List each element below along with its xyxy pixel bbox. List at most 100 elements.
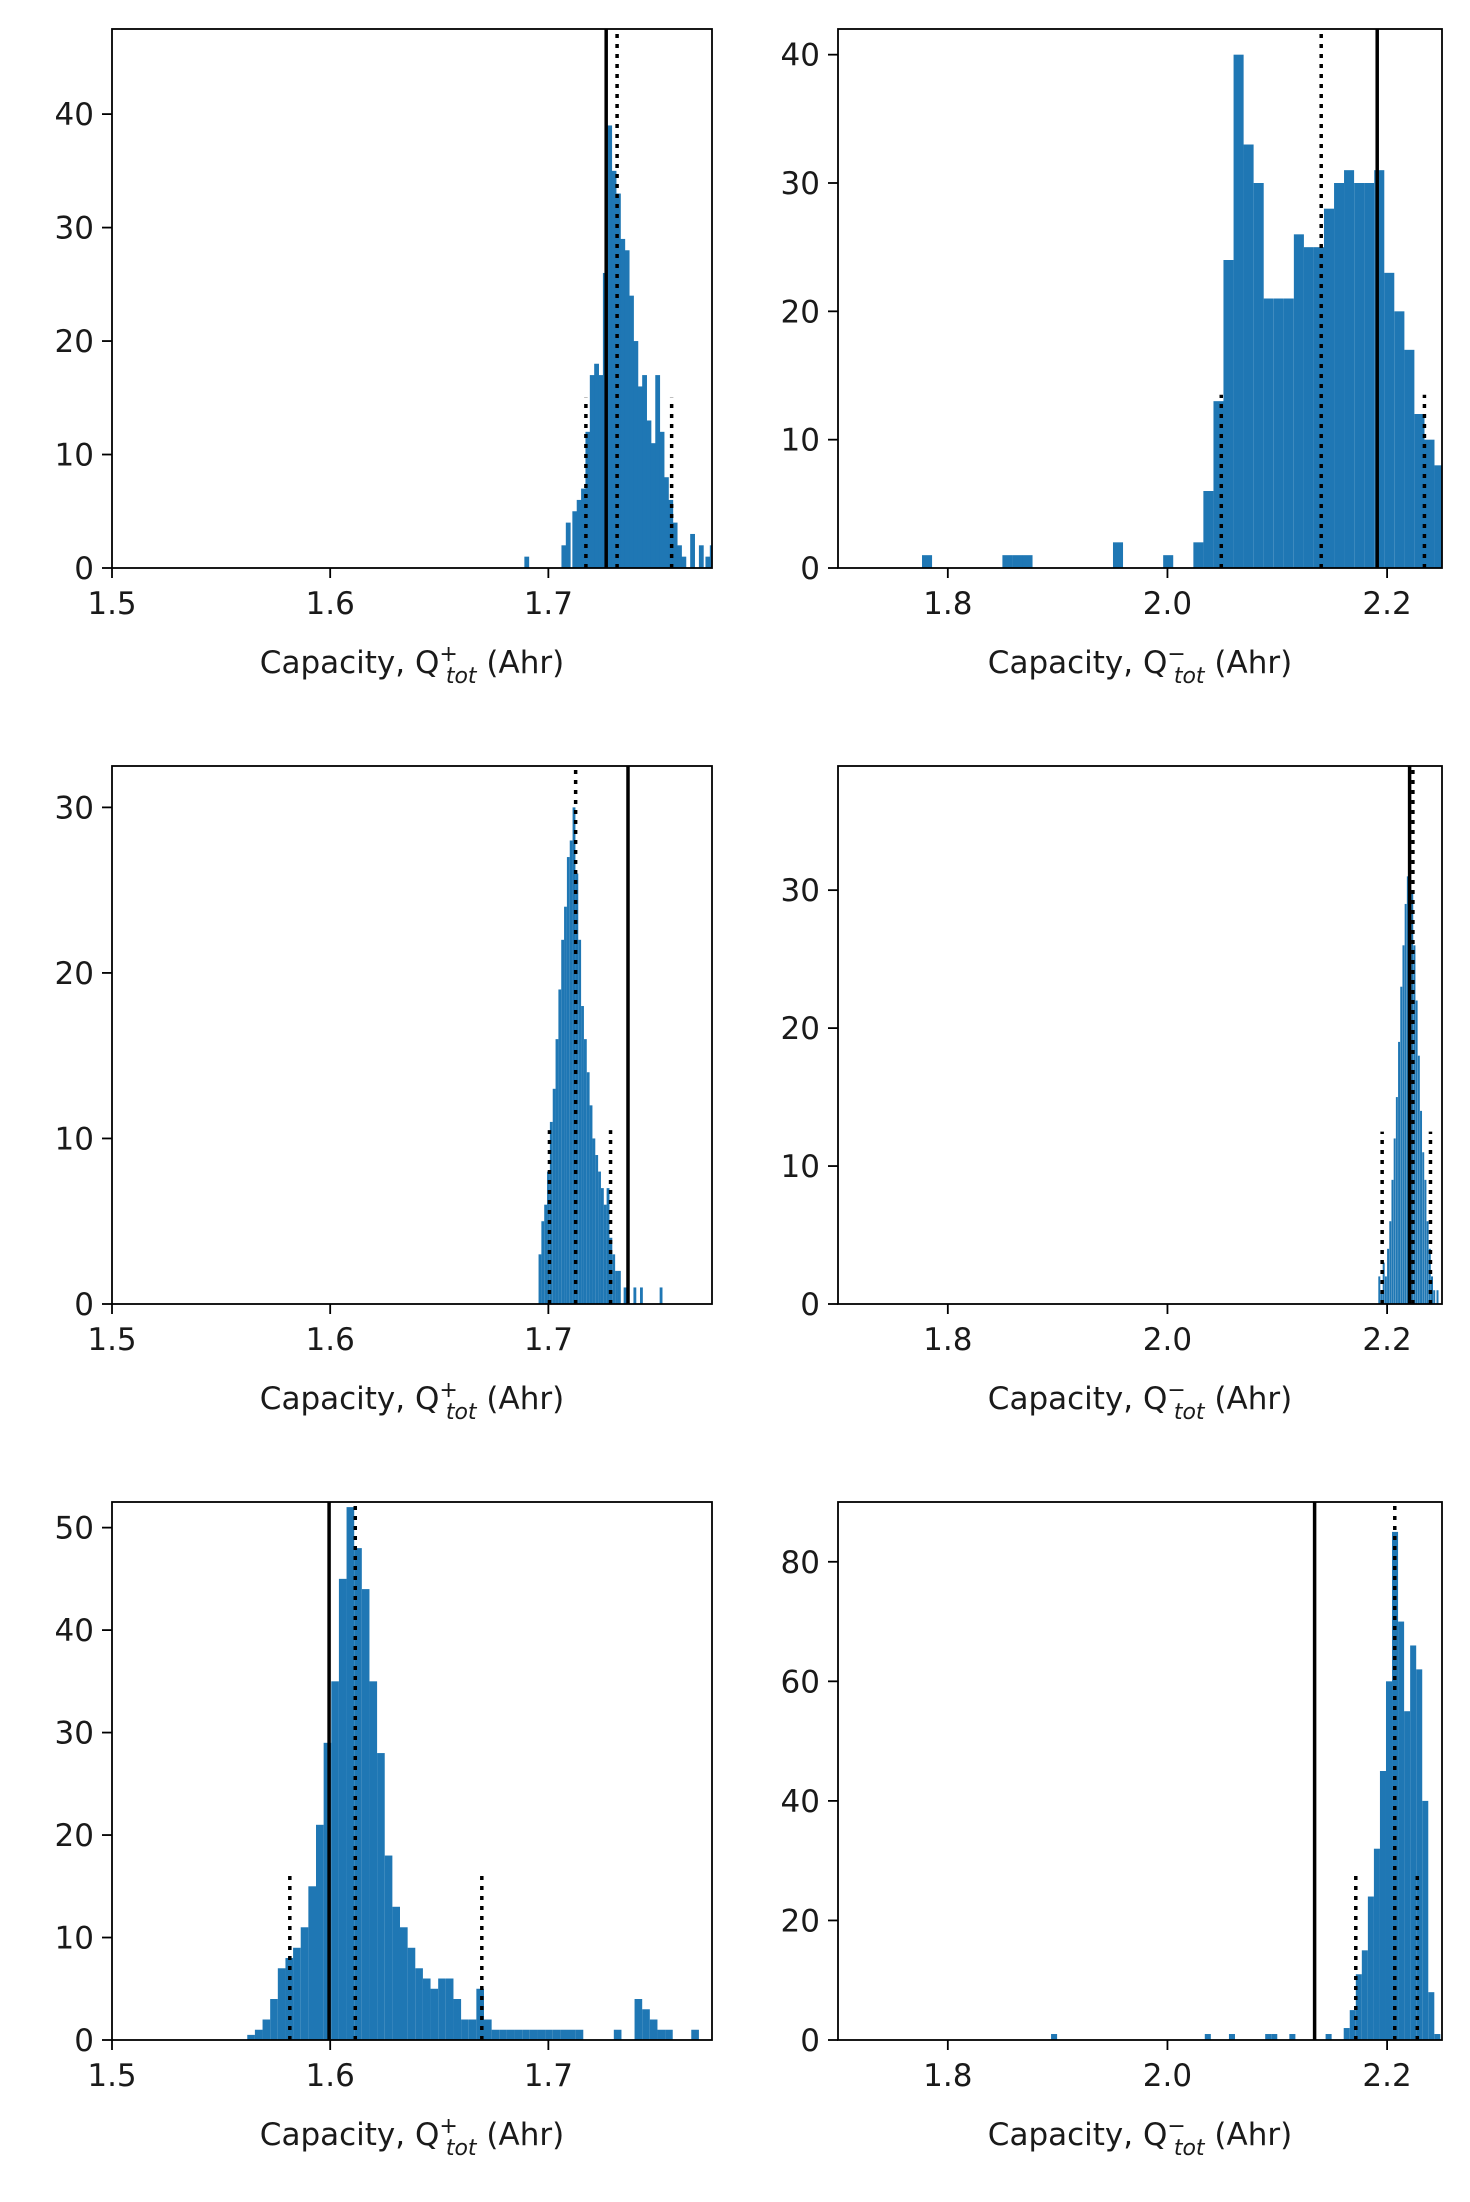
histogram-bar — [407, 1947, 416, 2040]
histogram-bar — [623, 1287, 627, 1304]
histogram-bar — [524, 556, 530, 568]
plot-area — [1051, 1502, 1441, 2040]
histogram-bar — [369, 1681, 378, 2040]
histogram-bar — [659, 1287, 663, 1304]
histogram-bar — [1385, 1681, 1393, 2040]
histogram-bar — [615, 1270, 618, 1304]
histogram-bar — [1253, 183, 1264, 568]
histogram-bar — [430, 1988, 439, 2040]
histogram-bar — [1391, 1179, 1394, 1304]
histogram-bar — [1410, 1645, 1417, 2040]
histogram-bar — [529, 2029, 538, 2040]
histogram-bar — [1422, 1152, 1425, 1304]
histogram-bar — [1213, 401, 1224, 568]
histogram-bar — [617, 1270, 621, 1304]
y-tick-label: 10 — [781, 423, 820, 459]
axes-frame — [837, 28, 1443, 569]
histogram-bar — [547, 1171, 550, 1304]
x-tick-label: 1.6 — [306, 2058, 355, 2094]
histogram-bar — [592, 1138, 596, 1304]
histogram-bar — [664, 477, 669, 568]
y-tick-label: 20 — [55, 324, 94, 360]
y-tick-label: 30 — [55, 1716, 94, 1752]
y-tick-label: 10 — [55, 1121, 94, 1157]
histogram-bar — [537, 2029, 546, 2040]
histogram-bar — [1355, 1974, 1362, 2040]
histogram-bar — [561, 939, 565, 1304]
x-tick-label: 2.0 — [1143, 586, 1192, 622]
histogram-bar — [555, 1039, 559, 1304]
histogram-bar — [1392, 1531, 1399, 2040]
histogram-bar — [690, 533, 695, 568]
histogram-bar — [595, 1155, 599, 1304]
y-tick-label: 20 — [781, 1903, 820, 1939]
histogram-bar — [600, 1188, 604, 1304]
x-tick-label: 2.0 — [1143, 1322, 1192, 1358]
y-tick-label: 10 — [781, 1149, 820, 1185]
y-tick-label: 20 — [781, 294, 820, 330]
histogram-bar — [659, 431, 665, 568]
x-tick-label: 1.6 — [306, 1322, 355, 1358]
histogram-bar — [1243, 144, 1254, 568]
x-axis-label: Capacity, Q− tot (Ahr) — [988, 1378, 1292, 1425]
histogram-bar — [293, 1947, 301, 2040]
histogram-bar — [1424, 439, 1435, 568]
y-tick-label: 30 — [55, 211, 94, 247]
histogram-bar — [560, 2029, 568, 2040]
histogram-bar — [262, 2019, 271, 2040]
plot-area — [1378, 766, 1439, 1304]
histogram-bar — [576, 499, 582, 568]
histogram-bar — [566, 857, 570, 1304]
histogram-bar — [620, 238, 626, 568]
histogram-bar — [1434, 465, 1442, 568]
histogram-bar — [709, 545, 712, 568]
histogram-bar — [616, 193, 621, 568]
histogram-bar — [1289, 2034, 1296, 2040]
histogram-bar — [254, 2029, 263, 2040]
histogram-bar — [415, 1968, 423, 2040]
histogram-bar — [612, 1254, 616, 1304]
histogram-bar — [1265, 2034, 1272, 2040]
histogram-bar — [1420, 1110, 1423, 1304]
axes-frame — [111, 28, 713, 569]
histogram-bar — [1163, 555, 1174, 568]
histogram-bar — [1417, 1055, 1420, 1304]
histogram-bar — [1398, 1041, 1401, 1304]
histogram-bar — [1012, 555, 1023, 568]
histogram-bar — [1428, 1992, 1435, 2040]
histogram-bar — [575, 2029, 584, 2040]
histogram-bar — [1204, 2034, 1211, 2040]
histogram-bar — [657, 2029, 666, 2040]
histogram-bar — [1394, 311, 1405, 568]
histogram-bar — [338, 1578, 347, 2040]
histogram-bar — [589, 1105, 593, 1304]
y-tick-label: 10 — [55, 1921, 94, 1957]
histogram-panel-top-left: 1.5 1.6 1.7 0 10 20 30 40 Capacity, Q+ tot (Ahr) — [55, 28, 713, 689]
histogram-bar — [586, 1072, 590, 1304]
histogram-bar — [705, 556, 711, 568]
histogram-bar — [1434, 2034, 1441, 2040]
y-tick-label: 0 — [800, 1287, 820, 1323]
histogram-bar — [1384, 1276, 1387, 1304]
histogram-bar — [624, 250, 630, 568]
histogram-bar — [1428, 1248, 1431, 1304]
histogram-bar — [564, 906, 567, 1304]
histogram-bar — [1398, 1621, 1405, 2040]
histogram-bar — [561, 545, 567, 568]
x-tick-label: 1.7 — [524, 1322, 573, 1358]
y-tick-label: 20 — [55, 1818, 94, 1854]
histogram-bar — [607, 125, 613, 568]
histogram-bar — [677, 545, 682, 568]
histogram-bar — [1387, 1248, 1390, 1304]
histogram-bar — [1313, 247, 1324, 568]
histogram-bar — [569, 840, 573, 1304]
histogram-bar — [1404, 903, 1407, 1304]
y-tick-label: 40 — [781, 38, 820, 74]
histogram-bar — [642, 2009, 650, 2040]
histogram-bar — [575, 873, 579, 1304]
histogram-bar — [1303, 247, 1314, 568]
histogram-bar — [1051, 2034, 1058, 2040]
x-axis-label: Capacity, Q− tot (Ahr) — [988, 642, 1292, 689]
histogram-bar — [1389, 1221, 1392, 1304]
histogram-bar — [698, 545, 704, 568]
